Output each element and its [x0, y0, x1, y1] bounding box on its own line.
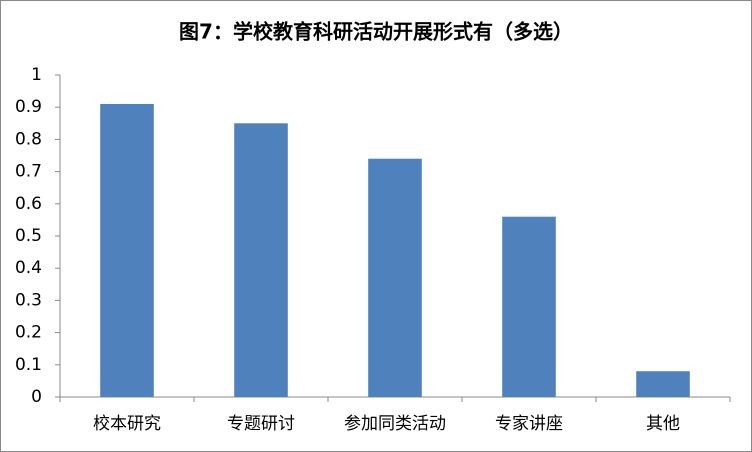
y-tick-label: 0.7 — [15, 162, 42, 182]
bar — [636, 371, 690, 397]
bar — [100, 103, 154, 397]
x-tick-label: 参加同类活动 — [344, 414, 446, 434]
x-tick-label: 校本研究 — [93, 414, 161, 434]
x-tick-label: 专题研讨 — [227, 414, 295, 434]
y-tick-label: 0.2 — [15, 323, 42, 343]
bar — [234, 123, 288, 398]
y-tick-label: 0.8 — [15, 129, 42, 149]
y-tick-label: 0.9 — [15, 97, 42, 117]
y-tick-label: 0.4 — [15, 258, 42, 278]
x-tick-label: 专家讲座 — [495, 414, 563, 434]
y-tick-label: 0 — [31, 387, 42, 407]
chart-title: 图7：学校教育科研活动开展形式有（多选） — [179, 20, 573, 44]
bar — [368, 158, 422, 397]
y-tick-label: 1 — [31, 65, 42, 85]
bar — [502, 216, 556, 397]
y-tick-label: 0.1 — [15, 355, 42, 375]
y-tick-label: 0.6 — [15, 194, 42, 214]
y-tick-label: 0.3 — [15, 290, 42, 310]
y-tick-label: 0.5 — [15, 226, 42, 246]
x-tick-label: 其他 — [646, 414, 680, 434]
